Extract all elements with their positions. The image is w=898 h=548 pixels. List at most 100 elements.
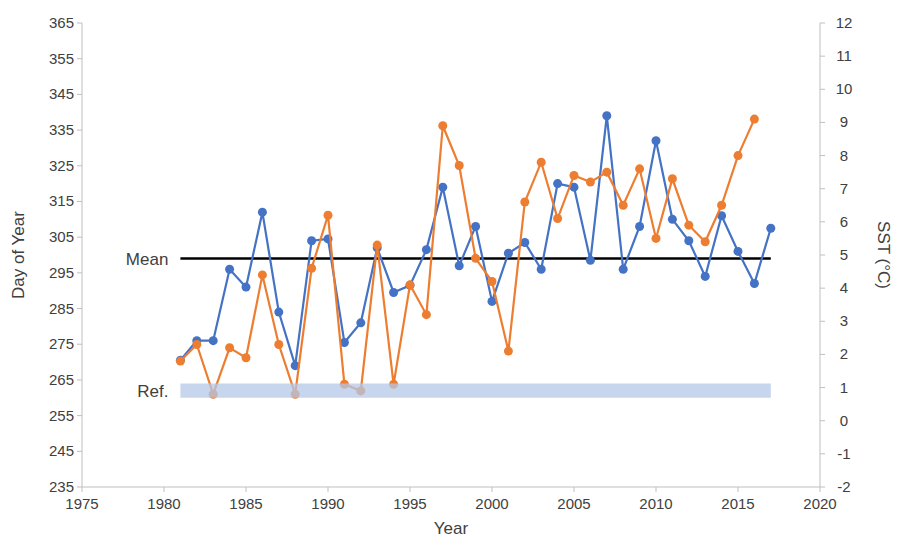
series-marker [225,265,234,274]
y-axis-label: Day of Year [9,211,28,299]
x-tick [410,487,411,492]
y-tick-label: 355 [49,50,74,67]
series-marker [307,236,316,245]
series-marker [520,197,529,206]
series-marker [750,279,759,288]
series-marker [307,264,316,273]
series-marker [504,347,513,356]
series-marker [176,357,185,366]
series-marker [750,115,759,124]
y2-tick-label: 10 [836,80,853,97]
series-marker [373,241,382,250]
series-marker [406,280,415,289]
y-tick [77,201,82,202]
y2-tick [820,321,825,322]
x-tick-label: 2010 [639,495,672,512]
plot-area [176,111,775,398]
series-marker [684,236,693,245]
series-marker [537,158,546,167]
y-tick [77,451,82,452]
y2-tick-label: -1 [837,445,850,462]
chart: 1975198019851990199520002005201020152020… [0,0,898,548]
series-marker [570,171,579,180]
y-tick-label: 275 [49,335,74,352]
reference-label: Ref. [137,382,168,401]
series-marker [389,288,398,297]
x-tick-label: 1985 [229,495,262,512]
series-marker [701,237,710,246]
series-marker [717,201,726,210]
x-tick-label: 1980 [147,495,180,512]
series-marker [652,234,661,243]
y2-tick [820,23,825,24]
series-marker [668,174,677,183]
y-tick [77,379,82,380]
reference-band [180,383,770,397]
y2-tick [820,89,825,90]
y2-tick-label: 5 [840,246,848,263]
y-tick [77,23,82,24]
y-tick-label: 345 [49,85,74,102]
y2-tick-label: 1 [840,379,848,396]
y-tick-label: 295 [49,264,74,281]
y-tick-label: 265 [49,371,74,388]
x-tick-label: 1990 [311,495,344,512]
series-marker [356,318,365,327]
x-tick [164,487,165,492]
mean-label: Mean [126,250,169,269]
series-marker [242,283,251,292]
x-tick-label: 2020 [803,495,836,512]
y-tick-label: 325 [49,157,74,174]
series-marker [619,201,628,210]
x-tick-label: 2000 [475,495,508,512]
series-marker [422,310,431,319]
y-tick [77,130,82,131]
x-tick [820,487,821,492]
series-marker [258,270,267,279]
series-marker [553,214,562,223]
y-axis-line [82,23,83,487]
x-axis-label: Year [434,519,469,538]
series-marker [635,222,644,231]
x-tick [656,487,657,492]
series-marker [684,221,693,230]
series-marker [192,340,201,349]
series-marker [586,178,595,187]
x-tick-label: 2015 [721,495,754,512]
series-marker [766,224,775,233]
y-tick-label: 255 [49,407,74,424]
series-line [180,116,770,366]
y-tick-label: 365 [49,14,74,31]
y-tick [77,308,82,309]
y2-tick-label: 6 [840,213,848,230]
series-marker [438,121,447,130]
series-marker [635,164,644,173]
series-marker [258,208,267,217]
series-marker [209,336,218,345]
y2-tick-label: 2 [840,345,848,362]
x-tick-label: 2005 [557,495,590,512]
y2-tick [820,387,825,388]
y-tick-label: 335 [49,121,74,138]
series-marker [471,222,480,231]
series-marker [553,179,562,188]
x-tick [738,487,739,492]
y2-tick [820,288,825,289]
y2-tick [820,487,825,488]
y-tick-label: 305 [49,228,74,245]
y2-tick [820,188,825,189]
y-tick-label: 235 [49,478,74,495]
y-tick [77,487,82,488]
y-tick [77,58,82,59]
series-marker [274,308,283,317]
y2-tick [820,255,825,256]
x-tick [82,487,83,492]
series-marker [471,254,480,263]
y2-tick [820,420,825,421]
series-marker [668,215,677,224]
series-marker [734,151,743,160]
series-marker [242,353,251,362]
x-tick-label: 1995 [393,495,426,512]
y2-tick [820,155,825,156]
series-marker [537,265,546,274]
